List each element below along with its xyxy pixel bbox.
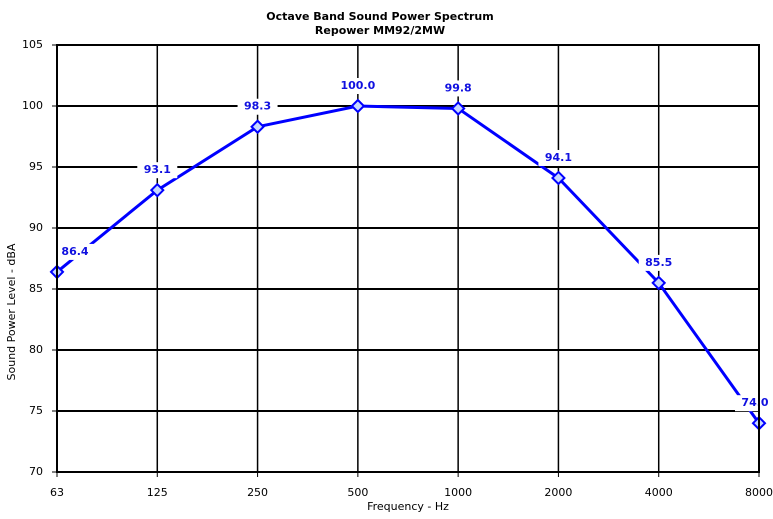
value-label-bg <box>337 78 378 94</box>
y-tick-label: 90 <box>29 221 43 234</box>
value-label: 98.3 <box>244 100 271 113</box>
chart-title: Octave Band Sound Power Spectrum <box>266 10 493 23</box>
data-point <box>350 98 366 114</box>
value-label-bg <box>538 149 579 166</box>
x-tick-label: 1000 <box>444 486 472 499</box>
value-label: 74.0 <box>741 396 768 409</box>
value-label-bg <box>137 162 178 179</box>
y-axis-label: Sound Power Level - dBA <box>5 243 18 380</box>
y-tick-label: 80 <box>29 343 43 356</box>
data-point <box>450 101 466 116</box>
data-point <box>551 170 566 186</box>
value-label-bg <box>55 243 95 260</box>
chart-subtitle: Repower MM92/2MW <box>315 24 445 37</box>
x-tick-label: 4000 <box>645 486 673 499</box>
x-tick-label: 2000 <box>544 486 572 499</box>
x-tick-label: 500 <box>347 486 368 499</box>
value-label-bg <box>237 98 278 115</box>
x-tick-label: 8000 <box>745 486 773 499</box>
y-tick-label: 100 <box>22 99 43 112</box>
y-tick-label: 95 <box>29 160 43 173</box>
value-label: 93.1 <box>144 163 171 176</box>
data-point <box>651 275 667 291</box>
value-label: 85.5 <box>645 256 672 269</box>
x-tick-label: 250 <box>247 486 268 499</box>
x-axis-label: Frequency - Hz <box>367 500 449 513</box>
x-tick-label: 125 <box>147 486 168 499</box>
data-point <box>250 119 265 135</box>
y-tick-label: 75 <box>29 404 43 417</box>
value-label: 86.4 <box>61 245 88 258</box>
x-tick-label: 63 <box>50 486 64 499</box>
value-label: 99.8 <box>445 81 472 94</box>
y-tick-label: 85 <box>29 282 43 295</box>
value-label-bg <box>735 395 773 412</box>
y-tick-label: 70 <box>29 465 43 478</box>
value-label-bg <box>638 254 679 271</box>
y-tick-label: 105 <box>22 38 43 51</box>
value-label: 94.1 <box>545 151 572 164</box>
plot-frame <box>56 44 760 473</box>
value-label-bg <box>438 80 479 97</box>
value-label: 100.0 <box>340 79 375 92</box>
data-point <box>149 182 165 198</box>
